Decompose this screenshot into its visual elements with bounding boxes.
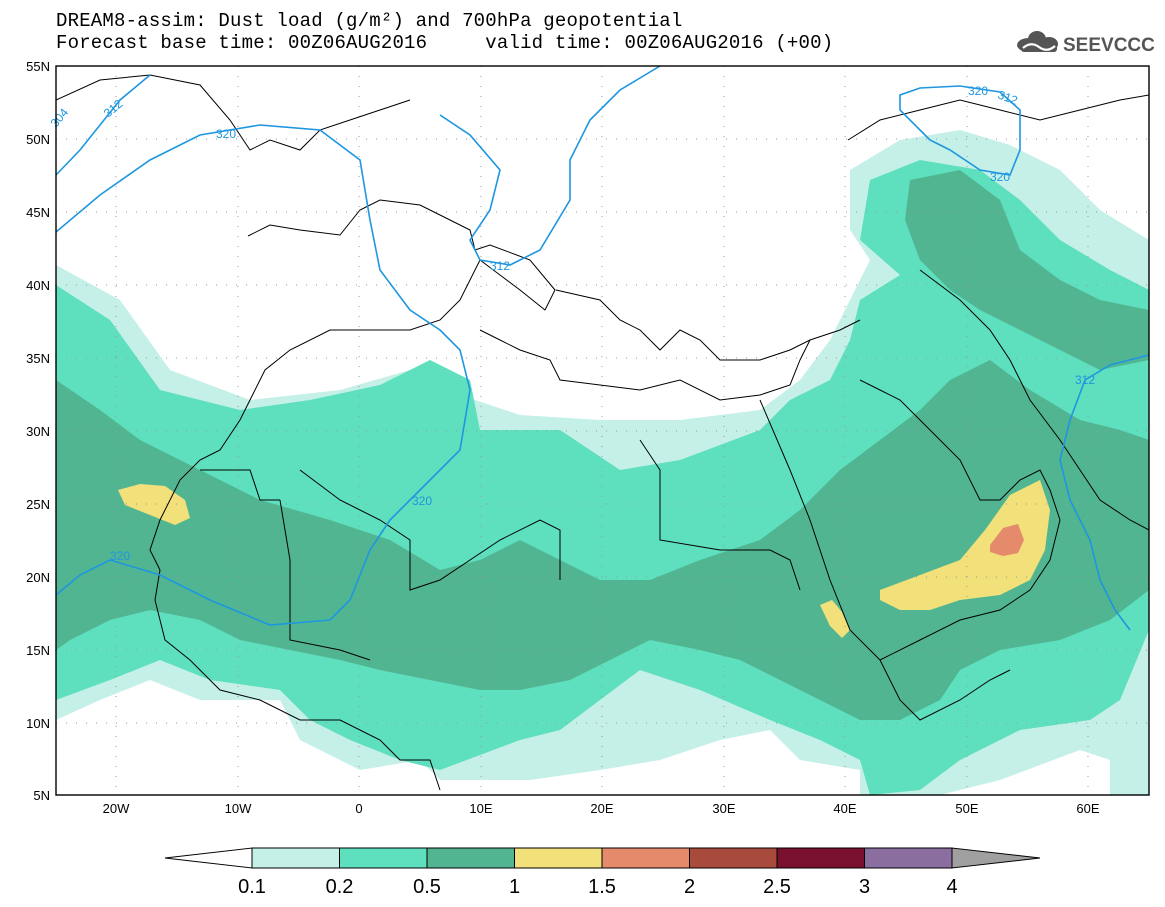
colorbar-swatch [864, 847, 953, 869]
lon-label: 60E [1076, 801, 1099, 816]
colorbar-swatch [689, 847, 778, 869]
lon-label: 10E [469, 801, 492, 816]
colorbar-label: 0.1 [238, 876, 266, 898]
dust-level-0.5-north [905, 170, 1149, 370]
graticule [56, 66, 1149, 795]
dust-level-1-arabia [880, 480, 1050, 610]
colorbar-label: 1.5 [588, 876, 616, 898]
lat-label: 40N [26, 278, 50, 293]
lon-label: 40E [833, 801, 856, 816]
colorbar-low-arrow [164, 847, 253, 869]
chart-title: DREAM8-assim: Dust load (g/m²) and 700hP… [56, 10, 683, 32]
lat-label: 45N [26, 205, 50, 220]
lat-label: 5N [33, 788, 50, 803]
logo-text: SEEVCCC [1063, 35, 1155, 56]
coastlines [56, 74, 1149, 791]
colorbar-high-arrow [951, 847, 1041, 869]
chart-subtitle: Forecast base time: 00Z06AUG2016 valid t… [56, 32, 834, 54]
colorbar-label: 2.5 [763, 876, 791, 898]
lon-label: 30E [712, 801, 735, 816]
contour-label: 320 [216, 127, 236, 141]
colorbar-swatch [776, 847, 865, 869]
longitude-labels: 20W 10W 0 10E 20E 30E 40E 50E 60E [103, 801, 1100, 816]
contour-label: 320 [110, 549, 130, 563]
colorbar-swatch [426, 847, 515, 869]
geopotential-contours [56, 66, 1149, 631]
lat-label: 25N [26, 497, 50, 512]
dust-level-0.5 [56, 360, 1149, 720]
map-frame [55, 65, 1150, 796]
colorbar: 0.1 0.2 0.5 1 1.5 2 2.5 3 4 [164, 847, 1041, 898]
dust-level-1-west [118, 484, 190, 525]
dust-level-1-redsea [820, 600, 850, 638]
lon-label: 20E [590, 801, 613, 816]
lat-label: 20N [26, 570, 50, 585]
contour-label: 320 [990, 170, 1010, 184]
lat-label: 15N [26, 643, 50, 658]
lat-label: 10N [26, 716, 50, 731]
seevccc-logo: SEEVCCC [1017, 31, 1155, 56]
dust-level-1.5 [990, 524, 1024, 556]
colorbar-label: 1 [509, 876, 520, 898]
lon-label: 0 [355, 801, 362, 816]
contour-label: 320 [968, 84, 988, 98]
colorbar-label: 3 [859, 876, 870, 898]
lat-label: 35N [26, 351, 50, 366]
dust-field [56, 66, 1149, 795]
colorbar-label: 0.2 [326, 876, 354, 898]
colorbar-label: 2 [684, 876, 695, 898]
contour-label: 312 [490, 259, 510, 273]
contour-label: 312 [1075, 373, 1095, 387]
colorbar-swatch [339, 847, 428, 869]
colorbar-swatch [514, 847, 603, 869]
colorbar-swatch [601, 847, 690, 869]
colorbar-label: 0.5 [413, 876, 441, 898]
lat-label: 55N [26, 59, 50, 74]
lat-label: 30N [26, 424, 50, 439]
lon-label: 50E [955, 801, 978, 816]
colorbar-swatch [251, 847, 340, 869]
contour-label: 312 [996, 88, 1020, 108]
latitude-labels: 55N 50N 45N 40N 35N 30N 25N 20N 15N 10N … [26, 59, 50, 803]
lon-label: 10W [225, 801, 252, 816]
lon-label: 20W [103, 801, 130, 816]
lat-label: 50N [26, 132, 50, 147]
colorbar-label: 4 [946, 876, 957, 898]
contour-label: 320 [412, 494, 432, 508]
